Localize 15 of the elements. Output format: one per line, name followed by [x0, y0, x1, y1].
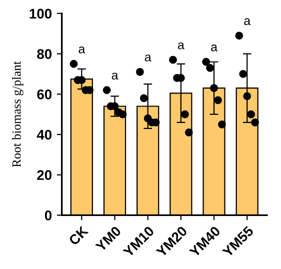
y-tick-label: 100 [30, 8, 52, 19]
y-tick-label: 80 [37, 49, 52, 59]
y-axis-title: Root biomass g/plant [12, 61, 24, 168]
y-tick-label: 40 [36, 130, 52, 140]
annotation: a [178, 42, 184, 50]
annotation: a [211, 44, 218, 52]
annotation: a [144, 54, 152, 62]
y-tick-label: 0 [44, 210, 52, 220]
annotation: a [112, 72, 118, 80]
x-tick-label: CK [68, 225, 89, 246]
y-tick-label: 60 [37, 89, 52, 100]
annotation: a [244, 18, 251, 26]
annotation: a [78, 46, 86, 54]
y-tick-label: 20 [37, 170, 52, 180]
x-tick-label: YM0 [94, 226, 122, 252]
